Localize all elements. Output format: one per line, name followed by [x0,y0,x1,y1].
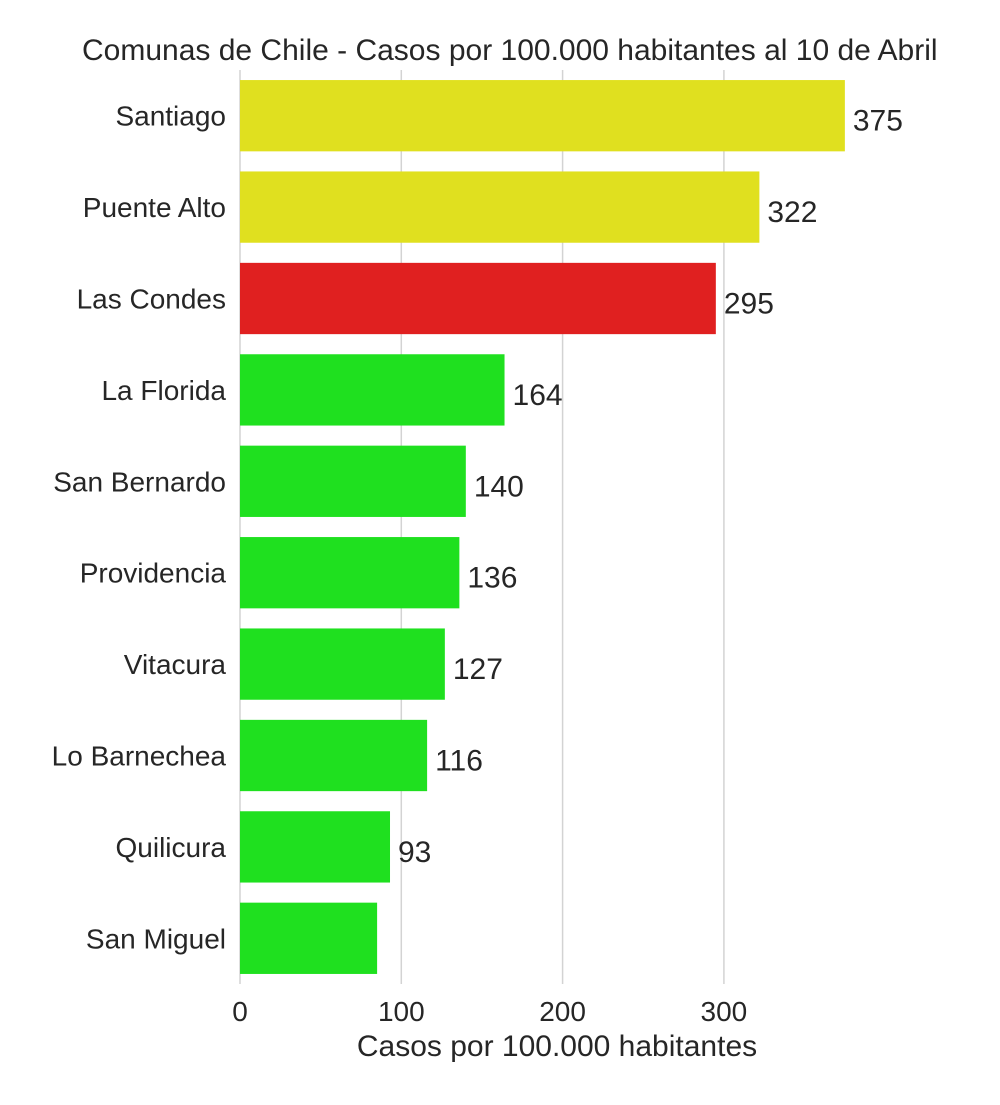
x-tick-label: 300 [701,996,748,1027]
y-tick-label: Providencia [80,558,227,589]
chart-title: Comunas de Chile - Casos por 100.000 hab… [82,34,938,67]
bar-san-miguel [240,902,378,974]
y-tick-label: Vitacura [124,649,227,680]
data-label: 140 [474,470,524,503]
x-axis-label: Casos por 100.000 habitantes [357,1030,757,1063]
data-label: 127 [453,653,503,686]
y-tick-label: Quilicura [116,832,227,863]
bar-puente-alto [240,171,760,243]
data-label: 295 [724,288,774,321]
bar-lo-barnechea [240,719,428,792]
data-label: 116 [435,745,483,778]
bar-las-condes [240,262,716,335]
bar-providencia [240,537,460,609]
bar-vitacura [240,628,445,700]
bar-layer [240,80,845,974]
y-tick-label: San Miguel [86,923,226,954]
y-tick-label: La Florida [101,375,226,406]
bar-quilicura [240,811,391,883]
x-tick-label: 200 [539,996,586,1027]
label-layer: 375 322 295 164 140 136 127 116 93 [398,105,903,869]
y-tick-label: Las Condes [77,284,226,315]
y-axis-ticks: Santiago Puente Alto Las Condes La Florida S… [52,101,227,955]
bar-san-bernardo [240,445,466,517]
data-label: 93 [398,836,431,869]
bar-santiago [240,80,845,152]
x-tick-label: 100 [378,996,425,1027]
y-tick-label: Lo Barnechea [52,741,227,772]
y-tick-label: San Bernardo [53,466,226,497]
data-label: 322 [767,196,817,229]
y-tick-label: Santiago [115,101,226,132]
x-axis-ticks: 0 100 200 300 [232,996,747,1027]
data-label: 164 [513,379,563,412]
data-label: 136 [467,562,517,595]
bar-la-florida [240,354,505,426]
x-tick-label: 0 [232,996,248,1027]
y-tick-label: Puente Alto [83,192,226,223]
data-label: 375 [853,105,903,138]
